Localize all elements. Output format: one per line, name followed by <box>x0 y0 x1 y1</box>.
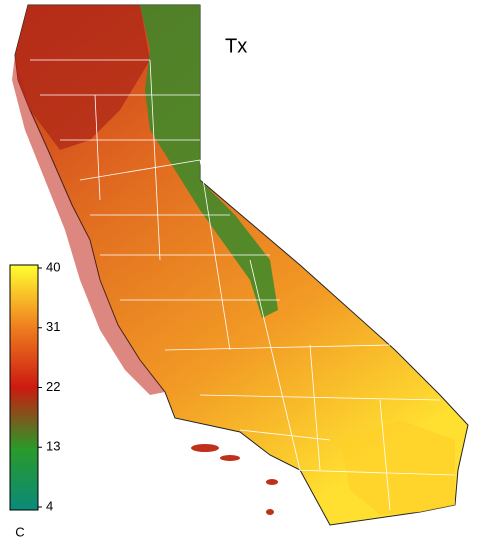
state-map <box>12 4 469 526</box>
colorbar-tick-label: 40 <box>46 259 60 274</box>
islands <box>191 444 278 515</box>
county-line <box>94 59 391 511</box>
island <box>220 455 240 461</box>
desert-region <box>340 420 455 515</box>
colorbar <box>9 264 39 511</box>
map-title: Tx <box>225 35 247 57</box>
northern-highlands <box>15 5 150 150</box>
island <box>266 509 274 515</box>
colorbar-tick-label: 13 <box>46 439 60 454</box>
colorbar-tick-label: 31 <box>46 319 60 334</box>
county-line <box>30 59 456 476</box>
mountain-region <box>140 5 278 318</box>
island <box>266 479 278 485</box>
island <box>191 444 219 452</box>
colorbar-tick-label: 22 <box>46 379 60 394</box>
colorbar-unit: C <box>15 524 24 539</box>
colorbar-tick-label: 4 <box>46 498 53 513</box>
county-lines <box>30 59 456 511</box>
